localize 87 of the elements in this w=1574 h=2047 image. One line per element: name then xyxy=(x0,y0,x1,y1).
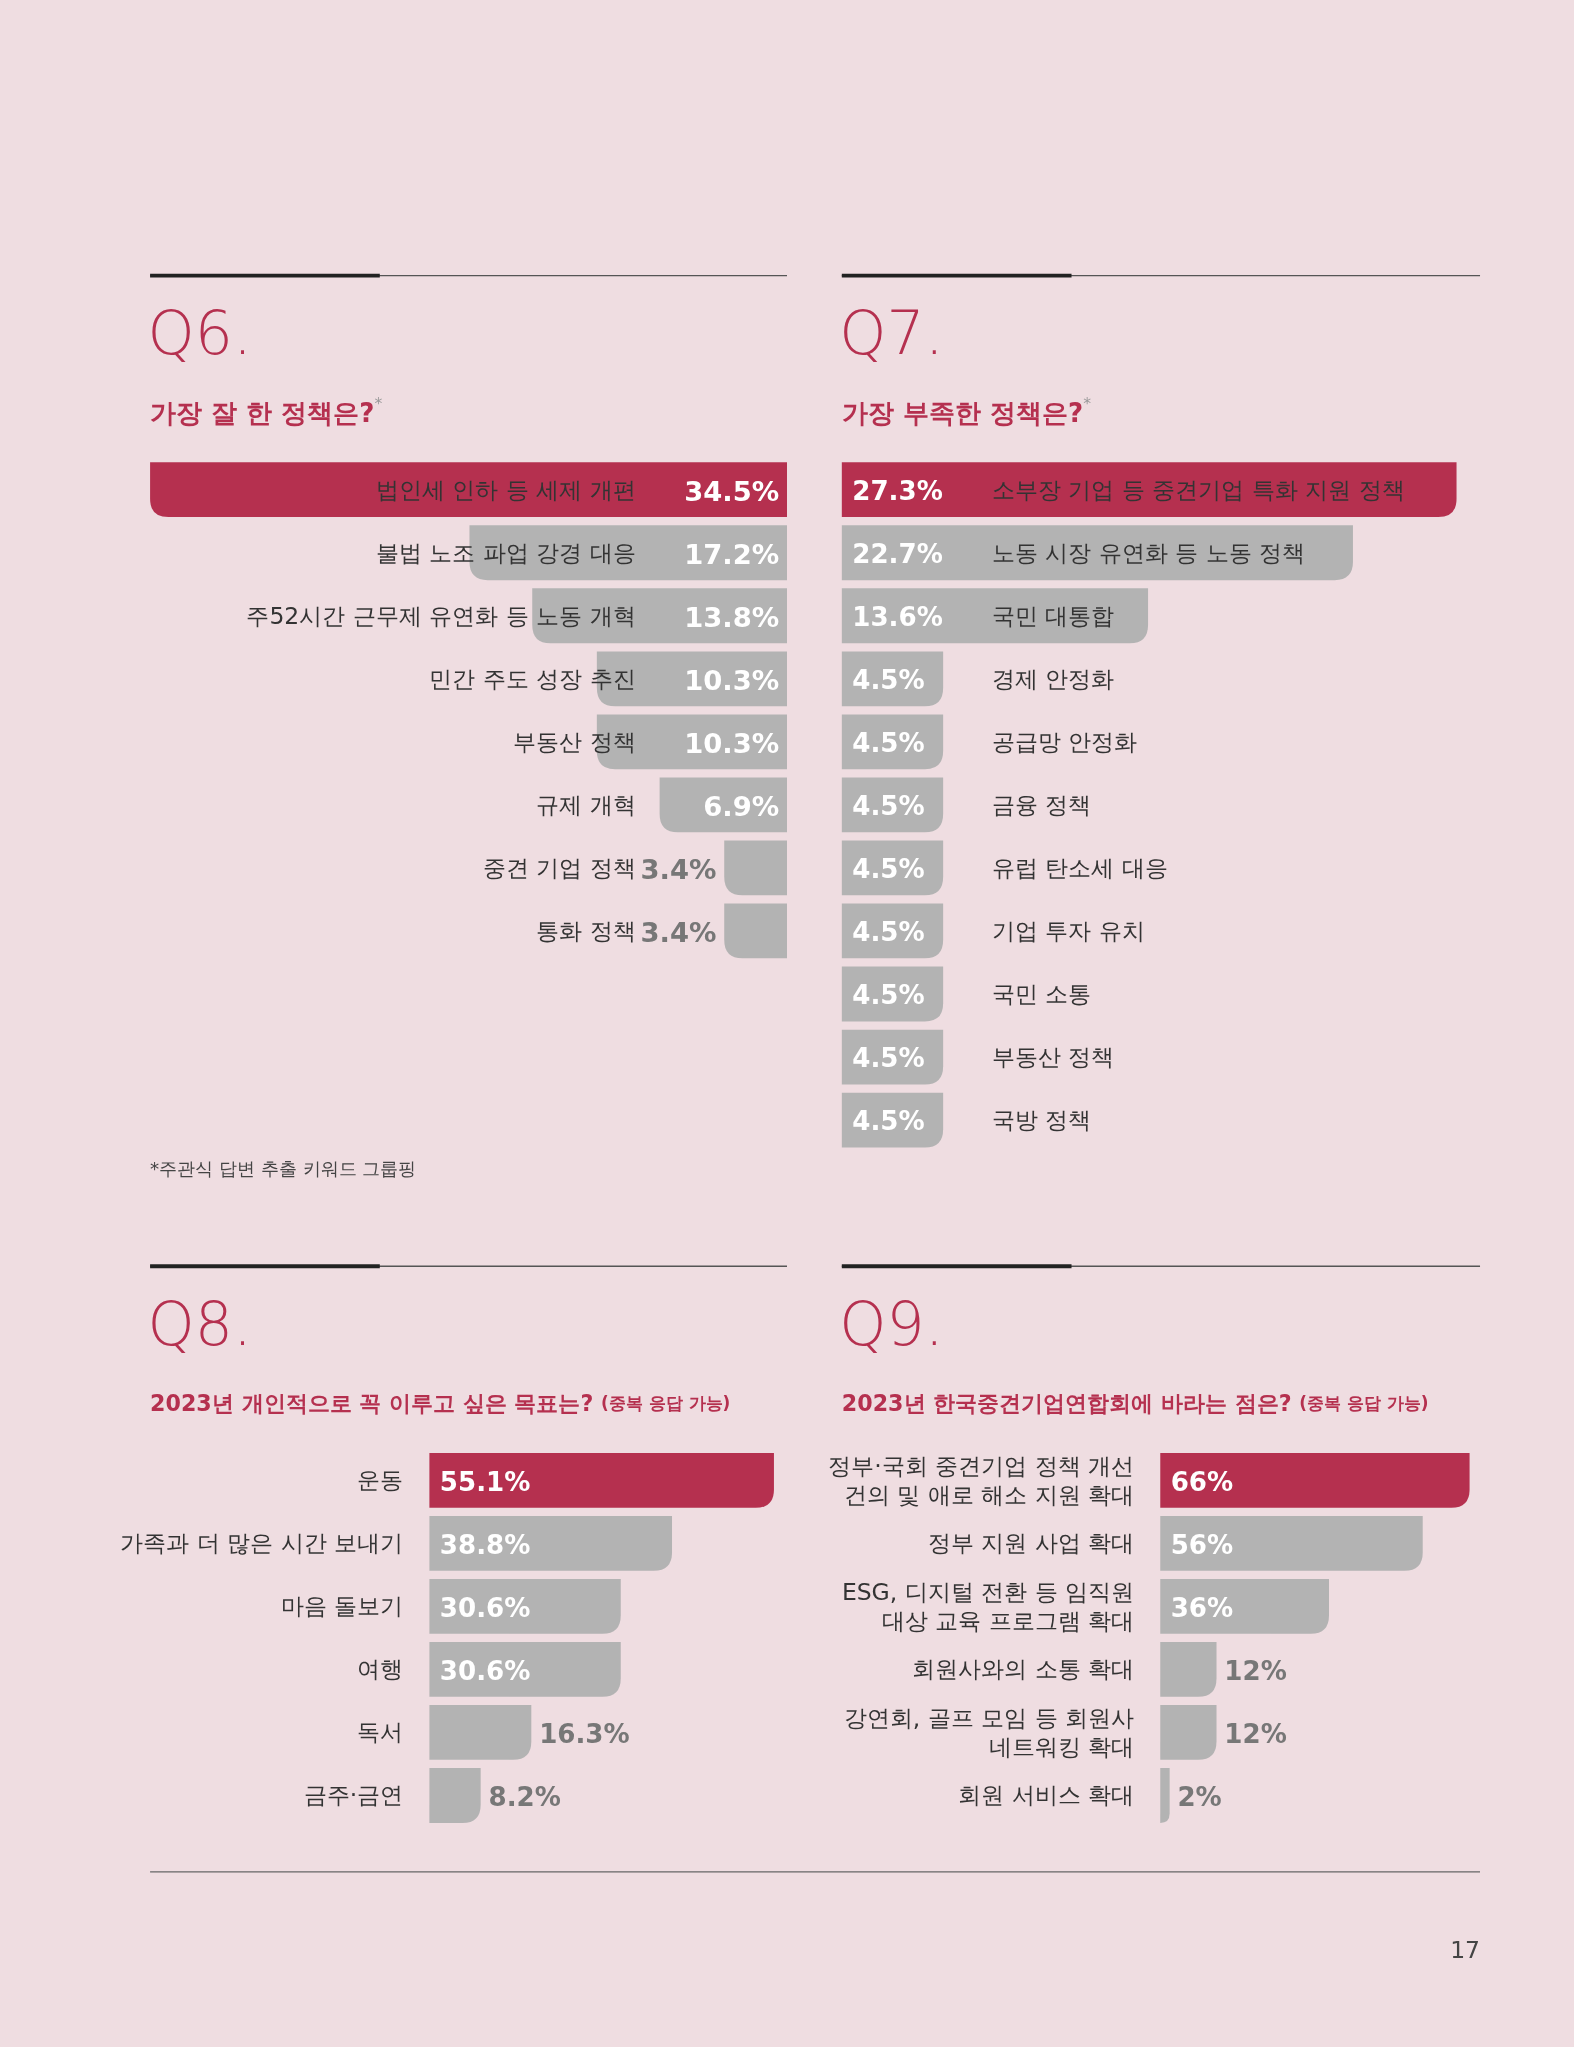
y-tick-label: 정부·국회 중견기업 정책 개선 건의 및 애로 해소 지원 확대 xyxy=(828,1451,1135,1509)
y-tick-label: 마음 돌보기 xyxy=(280,1592,404,1621)
text: *주관식 답변 추출 키워드 그룹핑 xyxy=(150,1157,417,1179)
bar xyxy=(429,1452,774,1508)
data-label: 6.9% xyxy=(703,790,780,822)
bar xyxy=(429,1768,481,1823)
text: 17 xyxy=(1450,1936,1481,1965)
data-label: 17.2% xyxy=(684,538,780,570)
bar xyxy=(1160,1452,1470,1508)
data-label: 3.4% xyxy=(640,853,717,885)
data-label: 2% xyxy=(1177,1781,1222,1812)
data-label: 10.3% xyxy=(684,664,780,696)
y-tick-label: 여행 xyxy=(357,1655,404,1684)
data-label: 4.5% xyxy=(852,791,925,822)
y-tick-label: 경제 안정화 xyxy=(991,664,1115,693)
bar xyxy=(724,840,787,896)
data-label: 56% xyxy=(1170,1529,1234,1560)
bar xyxy=(1160,1578,1329,1634)
y-tick-label: 법인세 인하 등 세제 개편 xyxy=(375,475,636,504)
chart-subtitle: 2023년 개인적으로 꼭 이루고 싶은 목표는? (중복 응답 가능) xyxy=(150,1390,731,1417)
y-tick-label: 주52시간 근무제 유연화 등 노동 개혁 xyxy=(246,601,636,630)
y-tick-label: 운동 xyxy=(357,1466,404,1495)
y-tick-label: 유럽 탄소세 대응 xyxy=(991,853,1168,882)
chart-subtitle: 가장 부족한 정책은?$^{*}$ xyxy=(841,393,1092,428)
y-tick-label: 중견 기업 정책 xyxy=(482,853,636,882)
bar xyxy=(1160,1515,1423,1571)
y-tick-label: 강연회, 골프 모임 등 회원사 네트워킹 확대 xyxy=(843,1704,1135,1761)
y-tick-label: 불법 노조 파업 강경 대응 xyxy=(375,538,636,567)
data-label: 12% xyxy=(1224,1718,1287,1749)
chart-title: Q7. xyxy=(839,298,944,369)
y-tick-label: 독서 xyxy=(357,1718,404,1747)
y-tick-label: 회원사와의 소통 확대 xyxy=(912,1655,1135,1684)
data-label: 36% xyxy=(1170,1592,1234,1623)
bar xyxy=(429,1642,621,1697)
data-label: 55.1% xyxy=(439,1466,531,1497)
data-label: 8.2% xyxy=(488,1781,561,1812)
y-tick-label: 소부장 기업 등 중견기업 특화 지원 정책 xyxy=(991,475,1405,504)
data-label: 12% xyxy=(1224,1655,1287,1686)
y-tick-label: 부동산 정책 xyxy=(991,1043,1115,1072)
bar xyxy=(150,462,787,518)
data-label: 4.5% xyxy=(852,1043,925,1074)
data-label: 30.6% xyxy=(439,1655,531,1686)
data-label: 13.8% xyxy=(684,601,780,633)
y-tick-label: 정부 지원 사업 확대 xyxy=(927,1529,1135,1558)
y-tick-label: 규제 개혁 xyxy=(536,790,636,819)
bar xyxy=(1160,1642,1217,1697)
chart-subtitle: 가장 잘 한 정책은?$^{*}$ xyxy=(150,393,383,428)
y-tick-label: ESG, 디지털 전환 등 임직원 대상 교육 프로그램 확대 xyxy=(841,1578,1135,1635)
y-tick-label: 금융 정책 xyxy=(991,790,1092,819)
bar xyxy=(1160,1705,1217,1760)
data-label: 4.5% xyxy=(852,980,925,1011)
bar xyxy=(429,1705,532,1760)
data-label: 4.5% xyxy=(852,917,925,948)
y-tick-label: 국민 소통 xyxy=(991,980,1092,1008)
data-label: 30.6% xyxy=(439,1592,531,1623)
chart-subtitle: 2023년 한국중견기업연합회에 바라는 점은? (중복 응답 가능) xyxy=(841,1390,1429,1417)
y-tick-label: 국민 대통합 xyxy=(991,601,1115,630)
chart-title: Q6. xyxy=(147,298,252,369)
chart-title: Q8. xyxy=(147,1288,252,1359)
data-label: 10.3% xyxy=(684,727,780,759)
data-label: 38.8% xyxy=(439,1529,531,1560)
data-label: 13.6% xyxy=(852,602,943,633)
data-label: 4.5% xyxy=(852,1106,925,1137)
y-tick-label: 금주·금연 xyxy=(303,1781,404,1810)
data-label: 22.7% xyxy=(852,539,943,570)
y-tick-label: 가족과 더 많은 시간 보내기 xyxy=(120,1529,404,1558)
y-tick-label: 회원 서비스 확대 xyxy=(958,1781,1135,1810)
y-tick-label: 민간 주도 성장 추진 xyxy=(429,664,636,693)
y-tick-label: 국방 정책 xyxy=(991,1106,1092,1135)
data-label: 3.4% xyxy=(640,916,717,948)
data-label: 34.5% xyxy=(684,475,780,507)
y-tick-label: 기업 투자 유치 xyxy=(991,916,1145,945)
bar xyxy=(429,1515,673,1571)
data-label: 4.5% xyxy=(852,854,925,885)
bar xyxy=(724,903,787,959)
data-label: 16.3% xyxy=(539,1718,630,1749)
y-tick-label: 공급망 안정화 xyxy=(991,727,1138,756)
data-label: 4.5% xyxy=(852,728,925,759)
y-tick-label: 통화 정책 xyxy=(536,916,636,945)
y-tick-label: 노동 시장 유연화 등 노동 정책 xyxy=(991,538,1306,567)
data-label: 66% xyxy=(1170,1466,1234,1497)
data-label: 27.3% xyxy=(852,476,943,506)
data-label: 4.5% xyxy=(852,665,925,696)
chart-title: Q9. xyxy=(839,1288,944,1359)
bar xyxy=(1160,1768,1170,1823)
y-tick-label: 부동산 정책 xyxy=(513,727,636,756)
bar xyxy=(429,1578,621,1634)
